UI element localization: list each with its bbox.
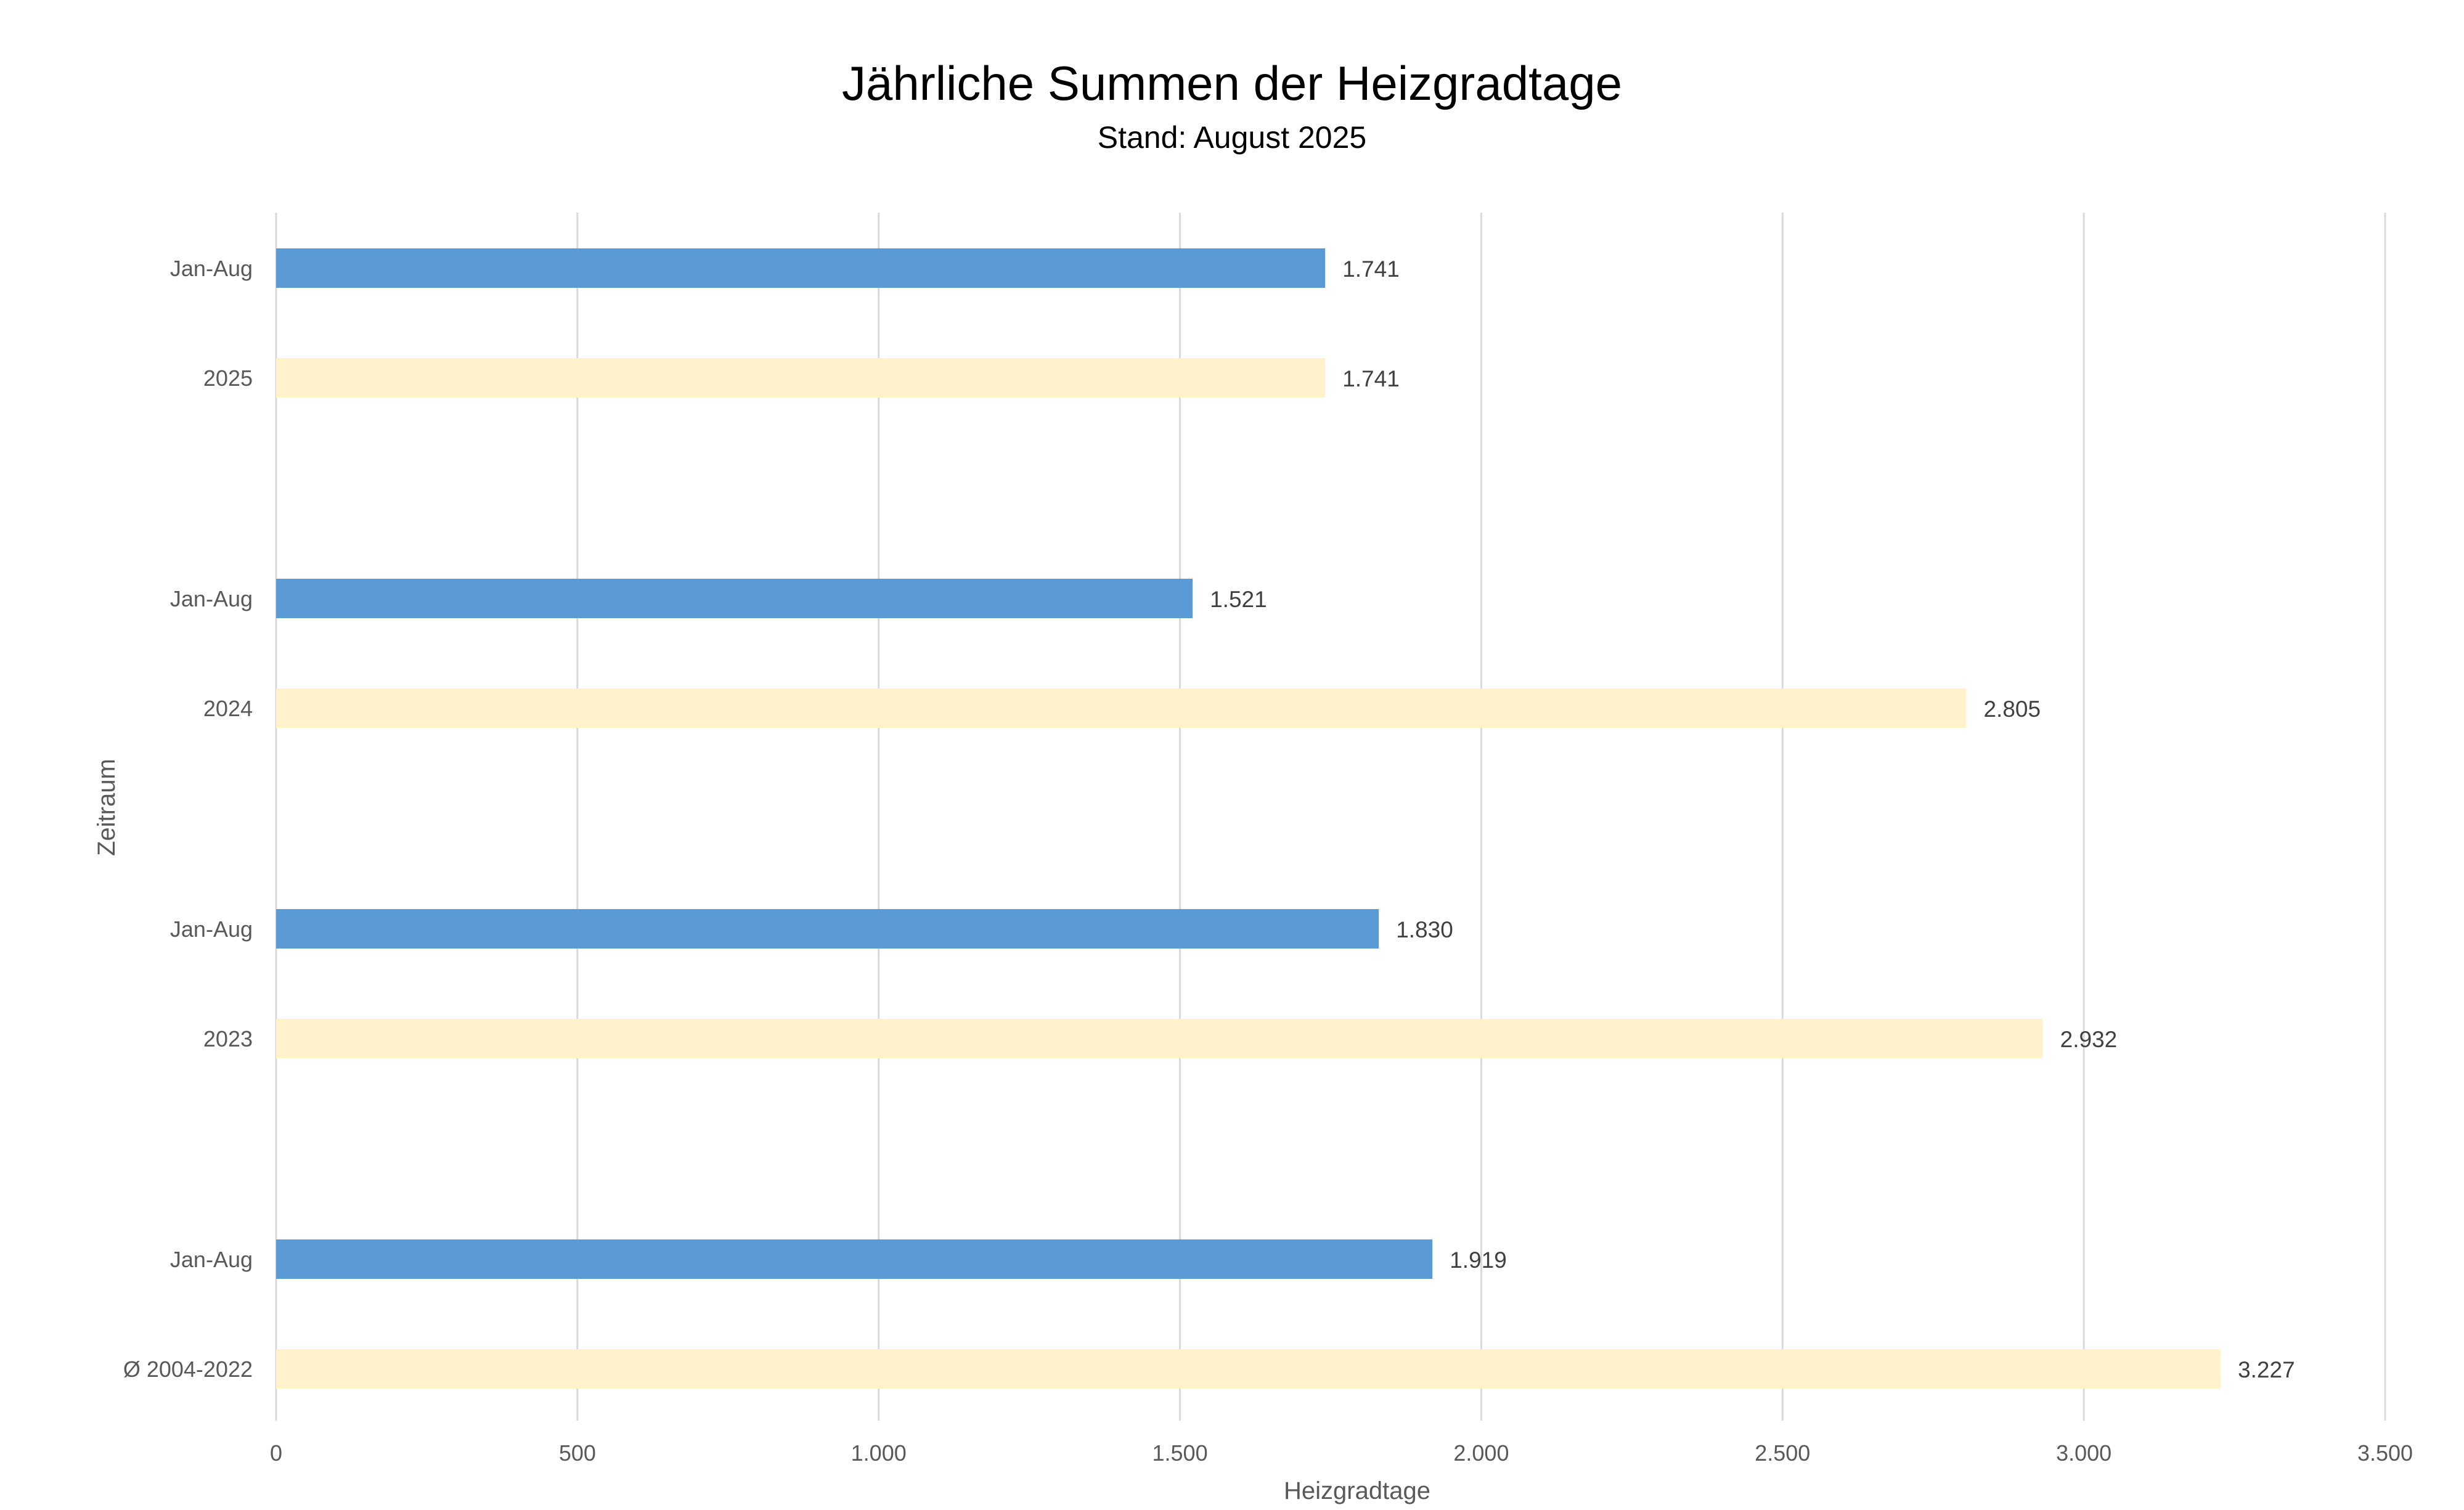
bar-value-label: 1.741 bbox=[1342, 256, 1400, 282]
y-category-label: Jan-Aug bbox=[170, 586, 253, 611]
x-tick-label: 3.000 bbox=[2056, 1440, 2111, 1466]
bar-value-label: 1.521 bbox=[1210, 587, 1267, 612]
y-category-label: Jan-Aug bbox=[170, 916, 253, 942]
bar-jan-aug bbox=[276, 248, 1326, 288]
bar-value-label: 1.830 bbox=[1396, 917, 1453, 942]
bar-jan-aug bbox=[276, 579, 1193, 618]
bar-value-label: 2.932 bbox=[2060, 1027, 2118, 1052]
y-category-label: Jan-Aug bbox=[170, 1247, 253, 1272]
bar-full-year bbox=[276, 688, 1967, 728]
bar-full-year bbox=[276, 358, 1326, 398]
bar-jan-aug bbox=[276, 1239, 1433, 1279]
bar-value-label: 1.919 bbox=[1450, 1247, 1507, 1273]
bar-value-label: 2.805 bbox=[1983, 696, 2041, 722]
y-category-label: Jan-Aug bbox=[170, 256, 253, 281]
x-tick-label: 3.500 bbox=[2357, 1440, 2413, 1466]
x-tick-label: 0 bbox=[270, 1440, 282, 1466]
bar-full-year bbox=[276, 1349, 2221, 1389]
y-category-label: 2024 bbox=[203, 696, 253, 721]
y-axis-title: Zeitraum bbox=[93, 759, 120, 856]
chart-subtitle: Stand: August 2025 bbox=[1098, 120, 1366, 155]
chart-title: Jährliche Summen der Heizgradtage bbox=[842, 56, 1622, 110]
x-tick-label: 2.500 bbox=[1755, 1440, 1810, 1466]
x-tick-label: 500 bbox=[559, 1440, 596, 1466]
labels: 0 500 1.000 1.500 2.000 2.500 3.000 3.500 Jan-Au… bbox=[123, 256, 2413, 1466]
bar-full-year bbox=[276, 1019, 2043, 1058]
x-axis-title: Heizgradtage bbox=[1284, 1477, 1430, 1504]
x-tick-label: 2.000 bbox=[1453, 1440, 1509, 1466]
y-category-label: 2025 bbox=[203, 365, 253, 391]
x-tick-label: 1.000 bbox=[851, 1440, 907, 1466]
y-category-label: Ø 2004-2022 bbox=[123, 1357, 253, 1382]
bars bbox=[276, 248, 2221, 1389]
bar-value-label: 1.741 bbox=[1342, 366, 1400, 391]
y-category-label: 2023 bbox=[203, 1026, 253, 1051]
bar-value-label: 3.227 bbox=[2238, 1357, 2295, 1382]
bar-jan-aug bbox=[276, 909, 1379, 949]
x-tick-label: 1.500 bbox=[1152, 1440, 1208, 1466]
gridlines bbox=[275, 213, 2386, 1421]
